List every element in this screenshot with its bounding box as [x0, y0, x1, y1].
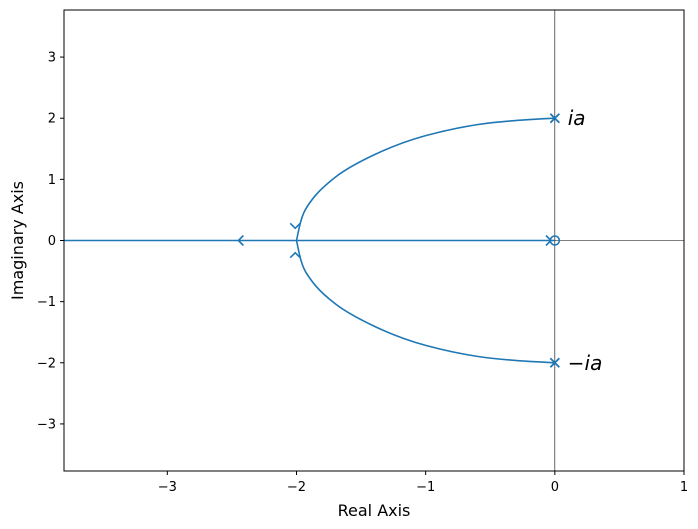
annotations-layer: ia −ia: [568, 106, 603, 375]
direction-arrow-3: [289, 222, 301, 230]
y-tick-label: 3: [48, 51, 56, 66]
y-tick-label: −2: [37, 356, 56, 371]
annotation-label-2: −ia: [568, 351, 603, 375]
direction-arrow-1: [237, 234, 244, 247]
y-tick-label: −3: [37, 417, 56, 432]
locus-branches-layer: [64, 117, 555, 364]
pole-zero-markers-layer: [549, 113, 561, 368]
locus-branch-1: [295, 117, 555, 241]
x-axis-label: Real Axis: [338, 501, 411, 520]
y-axis-label: Imaginary Axis: [8, 181, 27, 300]
annotation-label-1: ia: [568, 106, 586, 130]
direction-arrow-4: [289, 251, 301, 259]
x-axis-ticks: −3 −2 −1 0 1: [158, 471, 688, 495]
zero-marker-1: [549, 235, 561, 246]
locus-branch-2: [295, 240, 555, 364]
y-tick-label: 1: [48, 173, 56, 188]
y-tick-label: −1: [37, 295, 56, 310]
x-tick-label: −1: [416, 480, 435, 495]
y-tick-label: 0: [48, 234, 56, 249]
x-tick-label: 1: [680, 480, 688, 495]
x-tick-label: −3: [158, 480, 177, 495]
y-tick-label: 2: [48, 112, 56, 127]
x-tick-label: −2: [287, 480, 306, 495]
pole-marker-1: [549, 113, 560, 124]
pole-marker-2: [549, 357, 560, 368]
y-axis-ticks: −3 −2 −1 0 1 2 3: [37, 51, 64, 432]
x-tick-label: 0: [551, 480, 559, 495]
